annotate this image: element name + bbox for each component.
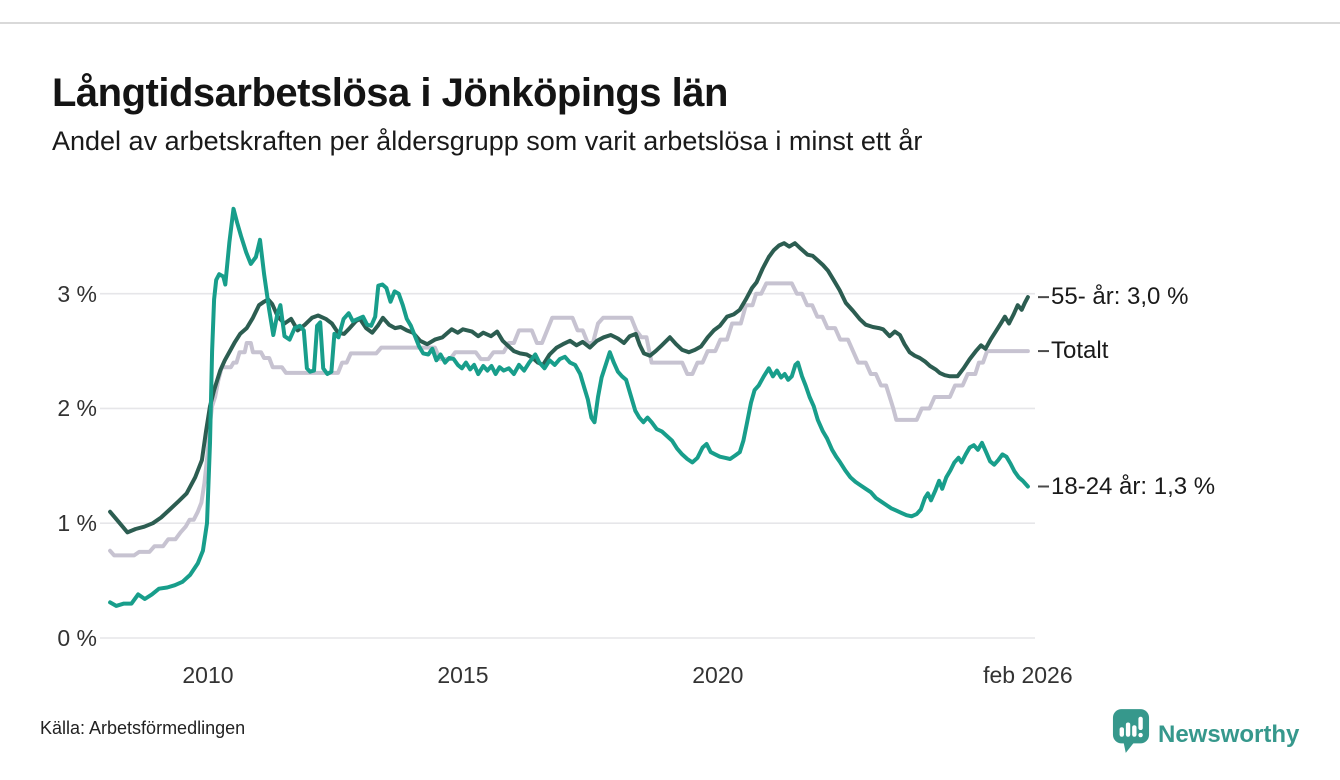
x-axis-label-2010: 2010	[182, 662, 234, 688]
y-axis-label-3: 3 %	[57, 280, 97, 307]
series-line-55-ar	[108, 241, 1030, 535]
speech-bubble-bar-chart-icon	[1112, 709, 1150, 753]
source-note: Källa: Arbetsförmedlingen	[40, 718, 246, 738]
series-line-18-24-ar	[108, 206, 1030, 608]
y-axis-label-1: 1 %	[57, 510, 97, 537]
newsworthy-logo[interactable]: Newsworthy	[1112, 708, 1299, 759]
x-axis-label-2015: 2015	[437, 662, 489, 688]
x-axis-label-2020: 2020	[692, 662, 744, 688]
y-axis-label-2: 2 %	[57, 395, 97, 422]
newsworthy-logo-text: Newsworthy	[1158, 720, 1300, 748]
series-end-label-totalt: Totalt	[1051, 337, 1109, 365]
chart-subtitle: Andel av arbetskraften per åldersgrupp s…	[52, 126, 923, 156]
x-axis-label-feb-2026: feb 2026	[983, 662, 1073, 688]
newsworthy-logo-icon	[1112, 708, 1150, 759]
series-end-label-55-ar: 55- år: 3,0 %	[1051, 283, 1189, 311]
series-end-label-18-24-ar: 18-24 år: 1,3 %	[1051, 472, 1216, 500]
chart-title: Långtidsarbetslösa i Jönköpings län	[52, 70, 728, 115]
top-divider	[0, 22, 1340, 24]
y-axis-label-0: 0 %	[57, 625, 97, 651]
